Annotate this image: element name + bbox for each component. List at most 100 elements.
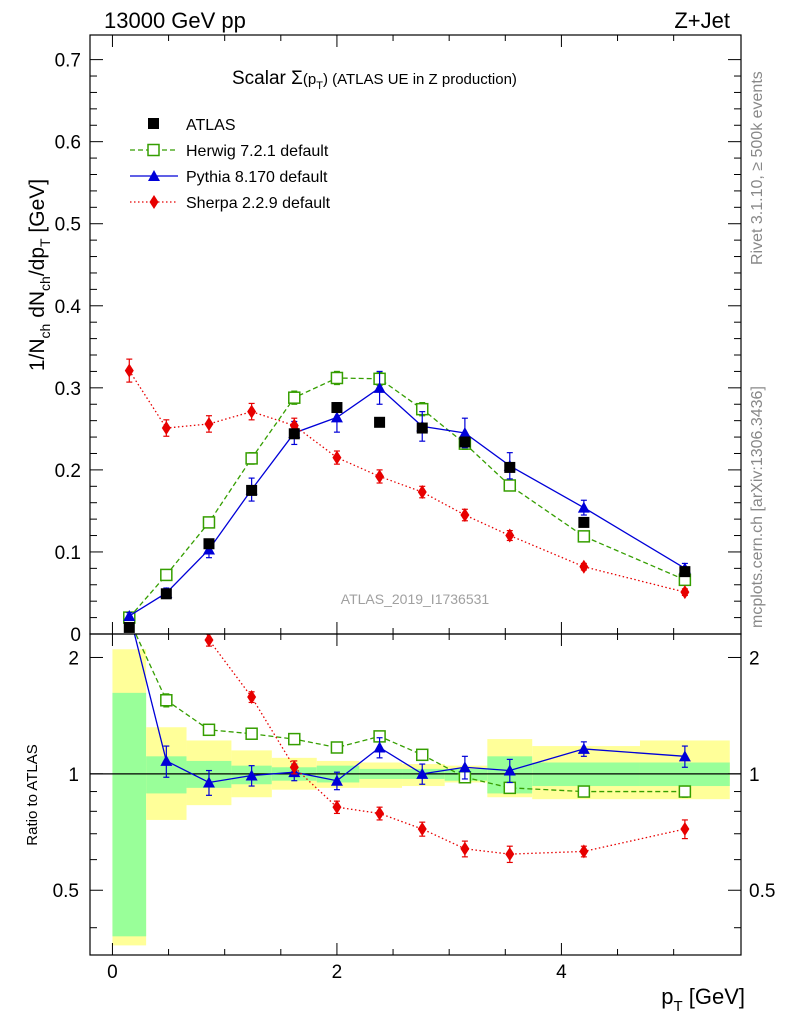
main-point-sherpa bbox=[204, 416, 214, 431]
y-tick-label: 0.5 bbox=[55, 215, 81, 236]
main-point-sherpa bbox=[579, 559, 589, 574]
main-point-sherpa bbox=[375, 469, 385, 484]
analysis-watermark: ATLAS_2019_I1736531 bbox=[341, 591, 490, 607]
legend-label-sherpa: Sherpa 2.2.9 default bbox=[186, 195, 331, 212]
ratio-y-tick-label-right: 1 bbox=[749, 765, 760, 786]
main-point-herwig bbox=[202, 516, 216, 529]
ratio-y-axis-title: Ratio to ATLAS bbox=[24, 744, 41, 845]
ratio-line-herwig bbox=[135, 634, 685, 793]
main-point-sherpa bbox=[247, 404, 257, 419]
main-point-pythia bbox=[123, 609, 136, 621]
legend-marker-pythia bbox=[148, 170, 160, 181]
y-tick-label: 0.2 bbox=[55, 461, 81, 482]
ratio-point-pythia bbox=[245, 769, 258, 781]
legend-marker-atlas bbox=[148, 118, 159, 129]
main-point-atlas bbox=[459, 436, 471, 448]
main-point-sherpa bbox=[332, 450, 342, 465]
ratio-point-herwig bbox=[245, 727, 258, 740]
ratio-point-sherpa bbox=[417, 822, 427, 837]
x-tick-label: 4 bbox=[556, 962, 567, 983]
y-axis-title: 1/Nch dNch/dpT [GeV] bbox=[26, 179, 53, 371]
ratio-point-herwig bbox=[160, 694, 173, 707]
tick-labels: 0 2 400.10.20.30.40.50.60.70.5 0.51 12 2 bbox=[53, 51, 776, 983]
ratio-y-tick-label-left: 2 bbox=[68, 648, 79, 669]
x-tick-label: 0 bbox=[107, 962, 118, 983]
ratio-point-herwig bbox=[577, 785, 591, 798]
main-point-atlas bbox=[331, 402, 343, 414]
main-point-sherpa bbox=[417, 485, 427, 500]
ratio-point-herwig bbox=[288, 732, 301, 746]
main-point-herwig bbox=[160, 568, 173, 582]
main-point-atlas bbox=[679, 566, 691, 578]
ratio-point-herwig bbox=[330, 741, 344, 754]
ratio-point-sherpa bbox=[680, 822, 690, 837]
main-point-atlas bbox=[504, 461, 516, 473]
main-line-sherpa bbox=[128, 370, 686, 593]
ratio-point-sherpa bbox=[505, 847, 515, 862]
ratio-point-sherpa bbox=[332, 800, 342, 815]
ratio-panel-frame bbox=[89, 633, 742, 956]
main-point-atlas bbox=[246, 484, 258, 496]
main-point-herwig bbox=[245, 452, 258, 465]
header-observable: Z+Jet bbox=[674, 8, 730, 33]
main-point-sherpa bbox=[161, 421, 171, 436]
main-point-pythia bbox=[458, 426, 471, 438]
y-tick-label: 0.3 bbox=[55, 379, 81, 400]
ratio-point-herwig bbox=[503, 781, 517, 795]
ratio-point-pythia bbox=[458, 761, 471, 773]
ratio-y-tick-label-right: 0.5 bbox=[749, 881, 775, 902]
ratio-point-pythia bbox=[373, 741, 386, 753]
ratio-y-tick-label-left: 0.5 bbox=[53, 881, 79, 902]
main-point-sherpa bbox=[460, 508, 470, 523]
main-point-atlas bbox=[578, 516, 590, 528]
axes bbox=[89, 34, 742, 956]
ratio-point-sherpa bbox=[460, 841, 470, 856]
ratio-series bbox=[133, 497, 692, 864]
ratio-point-sherpa bbox=[579, 844, 589, 859]
main-point-sherpa bbox=[124, 363, 134, 378]
y-tick-label: 0.1 bbox=[55, 543, 81, 564]
atlas-uncertainty-bands bbox=[90, 649, 741, 946]
main-point-herwig bbox=[503, 479, 517, 492]
main-point-atlas bbox=[374, 416, 386, 428]
plot-title: Scalar Σ(pT) (ATLAS UE in Z production) bbox=[232, 68, 517, 92]
main-point-pythia bbox=[373, 381, 386, 393]
main-line-herwig bbox=[128, 377, 686, 619]
y-tick-label: 0 bbox=[70, 625, 81, 646]
ratio-point-pythia bbox=[678, 750, 691, 762]
ratio-y-tick-label-left: 1 bbox=[68, 765, 79, 786]
main-point-sherpa bbox=[505, 528, 515, 543]
ratio-point-sherpa bbox=[162, 497, 171, 511]
atlas-stat-band-bin bbox=[112, 692, 147, 937]
ratio-point-pythia bbox=[577, 742, 590, 754]
ratio-point-sherpa bbox=[289, 760, 299, 775]
legend-label-herwig: Herwig 7.2.1 default bbox=[186, 143, 329, 160]
mcplots-source-label: mcplots.cern.ch [arXiv:1306.3436] bbox=[749, 386, 766, 628]
header-process: 13000 GeV pp bbox=[104, 8, 246, 33]
rivet-version-label: Rivet 3.1.10, ≥ 500k events bbox=[749, 71, 766, 265]
ratio-point-sherpa bbox=[204, 634, 214, 647]
ratio-y-tick-label-right: 2 bbox=[749, 648, 760, 669]
main-point-herwig bbox=[330, 371, 344, 385]
ratio-point-sherpa bbox=[375, 806, 385, 821]
main-point-pythia bbox=[330, 411, 343, 423]
legend: ATLAS Herwig 7.2.1 default Pythia 8.170 … bbox=[130, 117, 331, 212]
ratio-line-pythia bbox=[133, 634, 685, 784]
ratio-point-pythia bbox=[202, 776, 215, 788]
x-axis-title: pT [GeV] bbox=[661, 984, 745, 1015]
legend-label-atlas: ATLAS bbox=[186, 117, 236, 134]
main-point-herwig bbox=[288, 391, 301, 404]
main-point-pythia bbox=[577, 501, 590, 513]
legend-marker-sherpa bbox=[149, 195, 159, 209]
ratio-point-pythia bbox=[330, 774, 343, 786]
y-tick-label: 0.6 bbox=[55, 133, 81, 154]
y-tick-label: 0.7 bbox=[55, 51, 81, 72]
ratio-point-sherpa bbox=[247, 690, 257, 705]
legend-marker-herwig bbox=[147, 143, 160, 157]
main-point-sherpa bbox=[680, 585, 690, 600]
ratio-point-pythia bbox=[503, 764, 516, 776]
ratio-point-pythia bbox=[416, 767, 429, 779]
ratio-point-herwig bbox=[415, 748, 429, 762]
main-series bbox=[123, 358, 692, 633]
ratio-point-herwig bbox=[202, 723, 216, 737]
